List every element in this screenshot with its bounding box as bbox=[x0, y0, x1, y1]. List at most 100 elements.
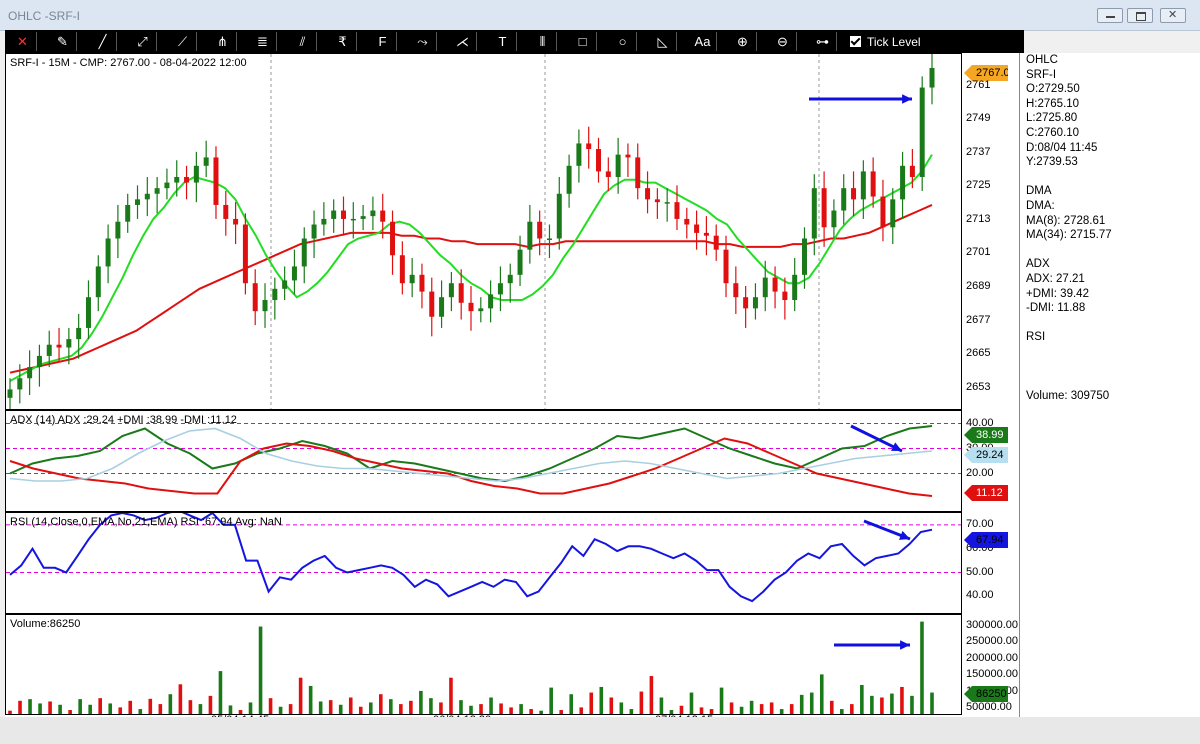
candle-body bbox=[458, 283, 464, 303]
candle-body bbox=[792, 274, 798, 300]
pitchfork-icon[interactable]: ⋔ bbox=[209, 32, 237, 51]
candle-body bbox=[831, 210, 837, 228]
chart-area[interactable]: SRF-I - 15M - CMP: 2767.00 - 08-04-2022 … bbox=[5, 53, 1019, 726]
volume-chart-svg bbox=[8, 621, 934, 714]
pin-icon[interactable]: ⊶ bbox=[809, 32, 837, 51]
volume-bar bbox=[358, 706, 363, 714]
y-axis-label: 2761 bbox=[966, 78, 991, 91]
volume-bar bbox=[759, 704, 764, 714]
volume-bar bbox=[769, 702, 774, 714]
bars-icon[interactable]: ⦀ bbox=[529, 32, 557, 51]
checkbox-icon[interactable] bbox=[850, 36, 861, 47]
y-axis-label: 200000.00 bbox=[966, 651, 1018, 664]
fan-icon[interactable]: ⋌ bbox=[449, 32, 477, 51]
volume-bar bbox=[8, 710, 12, 714]
info-line: ADX: 27.21 bbox=[1026, 272, 1085, 285]
ray-icon[interactable]: ⤢ bbox=[129, 32, 157, 51]
font-icon[interactable]: F bbox=[369, 32, 397, 51]
candle-body bbox=[17, 378, 23, 390]
path-icon[interactable]: ⤳ bbox=[409, 32, 437, 51]
candle-body bbox=[144, 193, 150, 200]
info-line: H:2765.10 bbox=[1026, 97, 1080, 110]
close-window-button[interactable]: ✕ bbox=[1160, 8, 1186, 23]
rupee-icon[interactable]: ₹ bbox=[329, 32, 357, 51]
volume-bar bbox=[78, 699, 82, 714]
candle-body bbox=[674, 202, 680, 219]
volume-bar bbox=[639, 691, 644, 714]
channel-icon[interactable]: ⫽ bbox=[289, 32, 317, 51]
candle-body bbox=[752, 297, 758, 309]
candle-body bbox=[419, 274, 425, 292]
rsi-panel[interactable]: RSI (14,Close,0,EMA,No,21,EMA) RSI :67.9… bbox=[5, 512, 962, 614]
volume-bar bbox=[158, 704, 163, 714]
trend-icon[interactable]: ⟋ bbox=[169, 32, 197, 51]
candle-body bbox=[703, 232, 709, 236]
candle-body bbox=[7, 389, 13, 398]
zoom-in-icon[interactable]: ⊕ bbox=[729, 32, 757, 51]
volume-bar bbox=[789, 704, 794, 714]
volume-bar bbox=[910, 695, 914, 714]
label-icon[interactable]: Aa bbox=[689, 32, 717, 51]
volume-bar bbox=[689, 692, 694, 714]
info-line: DMA: bbox=[1026, 199, 1055, 212]
volume-bar bbox=[829, 700, 834, 714]
volume-annotation-arrow-head bbox=[900, 640, 910, 650]
text-icon[interactable]: T bbox=[489, 32, 517, 51]
info-line bbox=[1020, 316, 1200, 331]
info-line: O:2729.50 bbox=[1026, 83, 1080, 96]
candle-body bbox=[252, 283, 258, 312]
rsi-panel-title: RSI (14,Close,0,EMA,No,21,EMA) RSI :67.9… bbox=[10, 516, 282, 528]
candle-body bbox=[125, 204, 131, 222]
candle-body bbox=[154, 188, 160, 194]
volume-bar bbox=[328, 700, 333, 714]
maximize-button[interactable] bbox=[1127, 8, 1153, 23]
candle-body bbox=[546, 238, 552, 240]
volume-bar bbox=[799, 694, 804, 714]
volume-bar bbox=[248, 702, 253, 714]
volume-bar bbox=[429, 698, 433, 714]
volume-bar bbox=[419, 690, 423, 714]
price-tag: 2767.00 bbox=[964, 65, 1008, 81]
info-line: DMA bbox=[1026, 185, 1052, 198]
volume-bar bbox=[599, 686, 604, 714]
circle-icon[interactable]: ○ bbox=[609, 32, 637, 51]
volume-bar bbox=[218, 671, 223, 714]
candle-body bbox=[723, 249, 729, 284]
candle-body bbox=[880, 196, 886, 228]
candle-body bbox=[213, 157, 219, 205]
adx-panel[interactable]: ADX (14) ADX :29.24 +DMI :38.99 -DMI :11… bbox=[5, 410, 962, 512]
edit-icon[interactable]: ✎ bbox=[49, 32, 77, 51]
triangle-icon[interactable]: ◺ bbox=[649, 32, 677, 51]
volume-bar bbox=[228, 705, 233, 714]
volume-bar bbox=[108, 703, 113, 714]
zoom-out-icon[interactable]: ⊖ bbox=[769, 32, 797, 51]
y-axis-label: 2701 bbox=[966, 246, 991, 259]
volume-bar bbox=[138, 709, 143, 714]
rect-icon[interactable]: □ bbox=[569, 32, 597, 51]
rsi-line bbox=[9, 513, 933, 603]
volume-panel-title: Volume:86250 bbox=[10, 618, 81, 630]
volume-panel[interactable]: Volume:86250 bbox=[5, 614, 962, 715]
volume-bar bbox=[749, 700, 754, 714]
y-axis-label: 2713 bbox=[966, 212, 991, 225]
candle-body bbox=[350, 218, 356, 221]
volume-bar bbox=[88, 704, 92, 714]
status-bar bbox=[0, 717, 1200, 744]
candle-body bbox=[615, 154, 621, 177]
volume-bar bbox=[519, 704, 523, 714]
price-panel[interactable]: SRF-I - 15M - CMP: 2767.00 - 08-04-2022 … bbox=[5, 53, 962, 410]
tick-level-toggle[interactable]: Tick Level bbox=[850, 33, 921, 50]
volume-bar bbox=[559, 710, 563, 714]
info-line: ADX bbox=[1026, 258, 1050, 271]
info-line: MA(8): 2728.61 bbox=[1026, 214, 1106, 227]
line-icon[interactable]: ╱ bbox=[89, 32, 117, 51]
info-line: L:2725.80 bbox=[1026, 112, 1078, 125]
close-icon[interactable]: ✕ bbox=[9, 32, 37, 51]
volume-bar bbox=[28, 699, 32, 714]
volume-bar bbox=[529, 709, 533, 714]
volume-bar bbox=[208, 695, 213, 714]
fib-icon[interactable]: ≣ bbox=[249, 32, 277, 51]
candle-body bbox=[85, 297, 91, 328]
minimize-button[interactable] bbox=[1097, 8, 1123, 23]
